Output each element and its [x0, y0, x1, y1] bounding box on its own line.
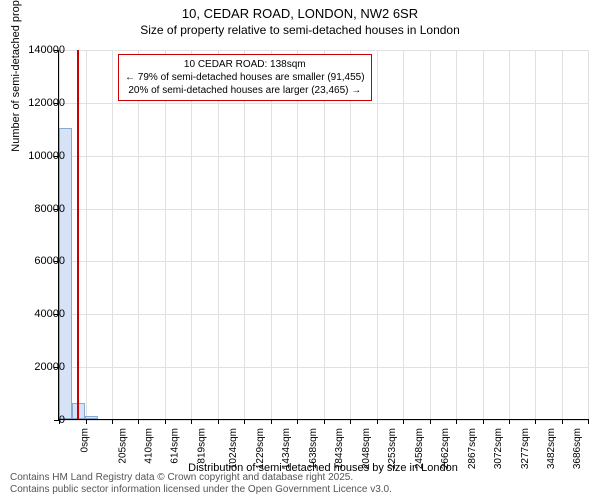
chart-subtitle: Size of property relative to semi-detach…	[0, 21, 600, 37]
annotation-line-1: 10 CEDAR ROAD: 138sqm	[125, 58, 365, 71]
grid-line-v	[86, 50, 87, 419]
chart-area: Number of semi-detached properties Distr…	[58, 50, 588, 420]
y-tick-label: 80000	[15, 203, 65, 215]
grid-line-v	[403, 50, 404, 419]
grid-line-v	[588, 50, 589, 419]
x-tick-mark	[244, 419, 245, 424]
x-tick-mark	[86, 419, 87, 424]
x-tick-mark	[377, 419, 378, 424]
grid-line-v	[191, 50, 192, 419]
x-tick-label: 3072sqm	[493, 428, 504, 469]
y-tick-label: 100000	[15, 150, 65, 162]
x-tick-mark	[271, 419, 272, 424]
x-tick-mark	[430, 419, 431, 424]
x-tick-mark	[297, 419, 298, 424]
x-tick-label: 410sqm	[144, 428, 155, 464]
x-tick-label: 1434sqm	[282, 428, 293, 469]
y-axis-label: Number of semi-detached properties	[10, 0, 22, 152]
x-tick-mark	[588, 419, 589, 424]
y-tick-label: 60000	[15, 255, 65, 267]
x-tick-mark	[138, 419, 139, 424]
x-tick-label: 0sqm	[79, 428, 90, 452]
x-tick-label: 819sqm	[196, 428, 207, 464]
x-tick-label: 614sqm	[170, 428, 181, 464]
grid-line-v	[324, 50, 325, 419]
grid-line-v	[297, 50, 298, 419]
x-tick-label: 2662sqm	[440, 428, 451, 469]
x-tick-label: 1843sqm	[334, 428, 345, 469]
annotation-box: 10 CEDAR ROAD: 138sqm ← 79% of semi-deta…	[118, 54, 372, 101]
x-tick-label: 2253sqm	[387, 428, 398, 469]
grid-line-v	[112, 50, 113, 419]
grid-line-v	[509, 50, 510, 419]
grid-line-v	[271, 50, 272, 419]
histogram-bar	[85, 416, 98, 419]
x-tick-mark	[324, 419, 325, 424]
grid-line-v	[430, 50, 431, 419]
histogram-bar	[59, 128, 72, 419]
footer-attribution: Contains HM Land Registry data © Crown c…	[10, 472, 392, 496]
grid-line-v	[218, 50, 219, 419]
y-tick-label: 0	[15, 414, 65, 426]
x-tick-mark	[535, 419, 536, 424]
x-tick-mark	[191, 419, 192, 424]
x-tick-mark	[483, 419, 484, 424]
x-tick-mark	[218, 419, 219, 424]
y-tick-label: 40000	[15, 308, 65, 320]
x-tick-mark	[403, 419, 404, 424]
x-tick-label: 2867sqm	[467, 428, 478, 469]
grid-line-v	[562, 50, 563, 419]
marker-line	[77, 50, 79, 419]
grid-line-v	[138, 50, 139, 419]
grid-line-v	[535, 50, 536, 419]
x-tick-label: 3277sqm	[520, 428, 531, 469]
plot-area	[58, 50, 588, 420]
annotation-line-2: ← 79% of semi-detached houses are smalle…	[125, 71, 365, 84]
x-tick-label: 205sqm	[117, 428, 128, 464]
x-tick-label: 1229sqm	[255, 428, 266, 469]
x-tick-mark	[456, 419, 457, 424]
grid-line-v	[377, 50, 378, 419]
annotation-line-3: 20% of semi-detached houses are larger (…	[125, 84, 365, 97]
x-tick-label: 2458sqm	[414, 428, 425, 469]
y-tick-label: 140000	[15, 44, 65, 56]
x-tick-mark	[509, 419, 510, 424]
footer-line-2: Contains public sector information licen…	[10, 484, 392, 496]
y-tick-label: 120000	[15, 97, 65, 109]
chart-title: 10, CEDAR ROAD, LONDON, NW2 6SR	[0, 0, 600, 21]
x-tick-mark	[112, 419, 113, 424]
x-tick-label: 1638sqm	[308, 428, 319, 469]
x-tick-label: 3482sqm	[546, 428, 557, 469]
footer-line-1: Contains HM Land Registry data © Crown c…	[10, 472, 392, 484]
grid-line-v	[456, 50, 457, 419]
x-tick-label: 3686sqm	[573, 428, 584, 469]
x-tick-mark	[165, 419, 166, 424]
x-tick-mark	[562, 419, 563, 424]
y-tick-label: 20000	[15, 361, 65, 373]
x-tick-label: 2048sqm	[361, 428, 372, 469]
grid-line-v	[165, 50, 166, 419]
x-tick-mark	[350, 419, 351, 424]
x-tick-label: 1024sqm	[229, 428, 240, 469]
grid-line-v	[483, 50, 484, 419]
grid-line-v	[244, 50, 245, 419]
grid-line-v	[350, 50, 351, 419]
